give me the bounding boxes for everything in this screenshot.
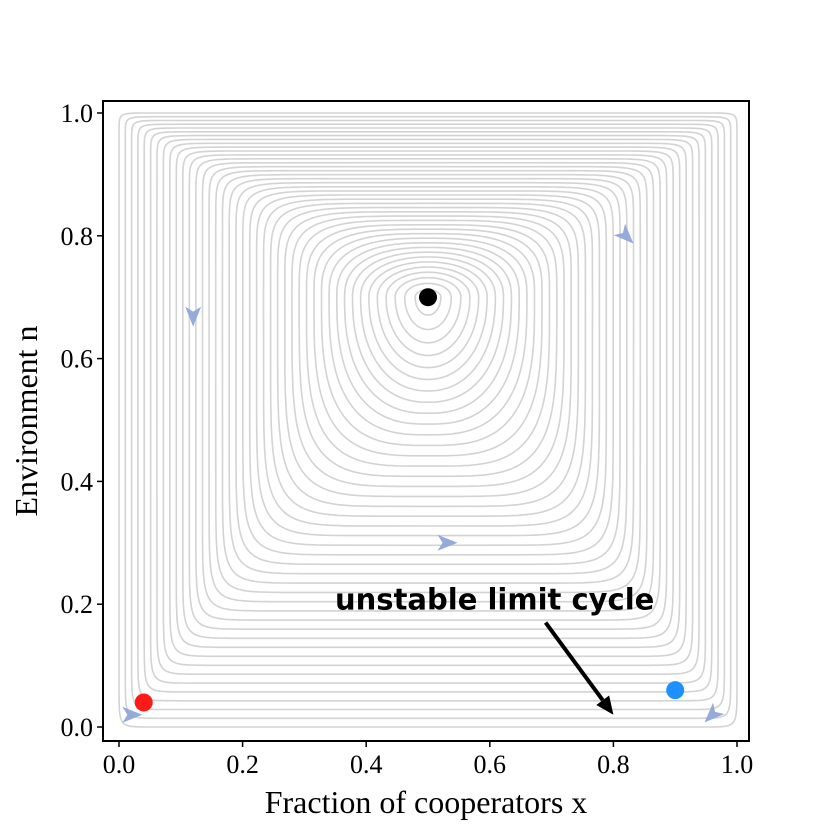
flow-arrows	[122, 223, 725, 723]
streamline	[351, 251, 505, 403]
arrow-head	[122, 706, 143, 723]
arrow-head	[185, 306, 202, 327]
streamline	[284, 211, 572, 498]
streamline	[195, 158, 661, 621]
streamline	[118, 112, 738, 728]
annotations: unstable limit cycle	[335, 582, 654, 715]
streamline	[328, 237, 528, 436]
streamline	[414, 288, 442, 316]
streamline	[214, 169, 642, 594]
streamline	[182, 150, 674, 640]
streamline	[291, 215, 565, 488]
streamline	[394, 276, 462, 344]
y-axis-label: Environment n	[8, 325, 44, 516]
streamline	[228, 177, 628, 575]
fixed-point	[666, 681, 685, 700]
y-tick-label: 0.8	[61, 222, 94, 251]
flow-arrow	[704, 702, 725, 723]
streamline	[262, 198, 594, 527]
streamline	[269, 202, 587, 517]
streamline	[343, 246, 513, 414]
streamline	[368, 261, 488, 381]
streamline	[124, 115, 732, 720]
fixed-points	[134, 288, 685, 712]
streamline	[404, 282, 452, 331]
streamline	[130, 119, 726, 711]
streamline	[313, 228, 543, 457]
streamline	[235, 181, 621, 566]
y-axis-ticks: 0.0 0.2 0.4 0.6 0.8 1.0	[61, 99, 103, 742]
x-tick-label: 0.4	[350, 750, 383, 779]
flow-arrow	[613, 223, 634, 244]
streamline	[336, 242, 520, 425]
streamline	[221, 173, 635, 584]
arrow-head	[704, 702, 725, 723]
streamline	[169, 142, 687, 658]
x-tick-label: 1.0	[721, 750, 754, 779]
arrow-head	[437, 534, 458, 551]
streamline	[188, 154, 668, 630]
streamline	[320, 232, 536, 447]
streamline	[248, 190, 608, 547]
annotation-text: unstable limit cycle	[335, 582, 654, 616]
fixed-point	[419, 288, 437, 307]
streamline	[162, 138, 694, 667]
streamline	[143, 127, 713, 693]
streamline	[359, 256, 497, 392]
y-tick-label: 0.4	[61, 467, 94, 496]
y-tick-label: 1.0	[61, 99, 94, 128]
streamline	[242, 186, 614, 556]
flow-arrow	[122, 706, 143, 723]
x-axis-label: Fraction of cooperators x	[265, 784, 588, 820]
fixed-point	[134, 693, 153, 712]
streamline	[298, 219, 558, 478]
streamline	[156, 134, 700, 675]
streamline	[149, 131, 707, 684]
x-tick-label: 0.2	[226, 750, 259, 779]
y-tick-label: 0.0	[61, 713, 94, 742]
streamline	[175, 146, 681, 649]
streamline	[208, 165, 648, 603]
streamline	[201, 161, 655, 612]
plot-frame	[102, 100, 750, 742]
x-tick-label: 0.8	[597, 750, 630, 779]
streamline	[276, 206, 580, 508]
streamline	[376, 266, 480, 369]
flow-arrow	[185, 306, 202, 327]
x-tick-label: 0.6	[474, 750, 507, 779]
y-tick-label: 0.2	[61, 590, 94, 619]
streamline	[255, 194, 601, 537]
flow-arrow	[437, 534, 458, 551]
annotation-arrow-shaft	[543, 621, 605, 702]
streamline	[305, 224, 551, 467]
y-tick-label: 0.6	[61, 345, 94, 374]
streamlines	[118, 112, 738, 728]
streamline	[137, 123, 719, 702]
arrow-head	[613, 223, 634, 244]
annotation-arrow-head	[596, 695, 614, 715]
x-tick-label: 0.0	[103, 750, 136, 779]
streamline	[385, 271, 471, 357]
x-axis-ticks: 0.0 0.2 0.4 0.6 0.8 1.0	[103, 741, 754, 779]
